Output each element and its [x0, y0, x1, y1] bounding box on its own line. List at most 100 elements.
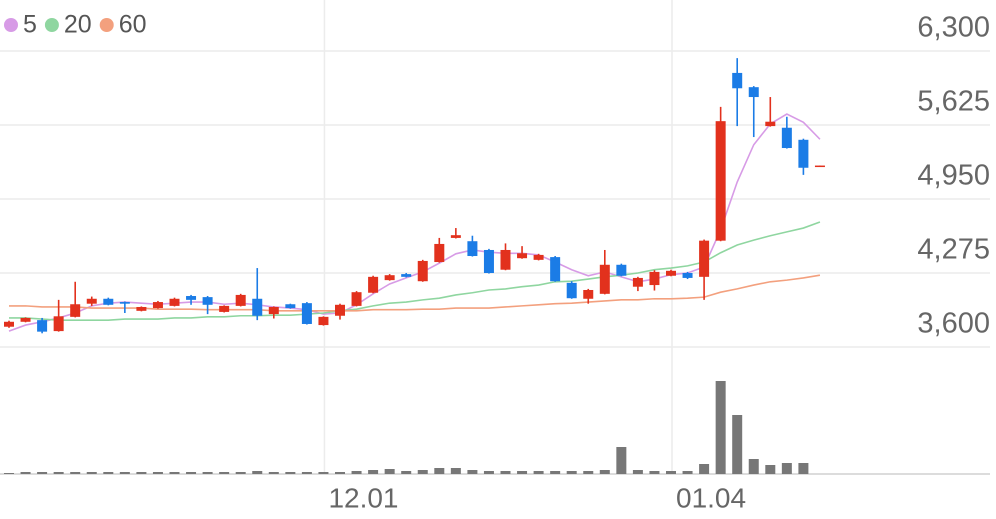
volume-bar	[219, 472, 230, 474]
candle-body	[583, 289, 594, 299]
candle-body	[765, 121, 776, 127]
volume-bar	[103, 472, 114, 474]
volume-bar	[136, 472, 147, 474]
x-tick-label: 01.04	[676, 482, 746, 513]
volume-bar	[384, 469, 395, 474]
candle-body	[450, 235, 461, 238]
volume-bar	[715, 381, 726, 474]
volume-bar	[152, 472, 163, 474]
candle-body	[533, 254, 544, 260]
candle-body	[252, 298, 263, 316]
candle-body	[649, 271, 660, 286]
volume-bar	[70, 472, 81, 474]
x-tick-label: 12.01	[328, 482, 398, 513]
moving-average-line	[8, 113, 821, 332]
candle-body	[616, 264, 627, 276]
volume-bar	[285, 472, 296, 474]
candle-body	[86, 298, 97, 304]
candle-body	[335, 304, 345, 316]
volume-bar	[417, 470, 428, 474]
volume-bar	[186, 472, 197, 474]
candle-body	[798, 139, 809, 168]
volume-bar	[351, 471, 362, 474]
y-tick-label: 5,625	[917, 86, 990, 118]
volume-bar	[517, 471, 528, 474]
y-tick-label: 3,600	[917, 308, 990, 340]
candle-body	[401, 274, 412, 277]
candle-body	[37, 320, 48, 332]
candle-body	[152, 302, 163, 309]
candle-body	[186, 296, 197, 300]
candle-body	[235, 294, 246, 306]
volume-bar	[632, 470, 643, 474]
candle-body	[500, 249, 511, 270]
y-tick-label: 4,275	[917, 234, 990, 266]
volume-bar	[4, 473, 14, 474]
volume-bar	[53, 472, 64, 474]
volume-bar	[86, 472, 97, 474]
volume-bar	[583, 471, 594, 474]
volume-bar	[616, 447, 627, 474]
y-tick-label: 6,300	[917, 12, 990, 44]
volume-bar	[599, 470, 610, 474]
candle-body	[219, 305, 230, 312]
volume-bar	[318, 472, 329, 474]
volume-bar	[450, 468, 461, 474]
volume-bar	[666, 471, 676, 474]
volume-bar	[268, 472, 279, 474]
candle-body	[632, 277, 643, 287]
candle-body	[699, 240, 710, 277]
candle-body	[318, 316, 329, 326]
volume-bar	[202, 472, 213, 474]
candle-body	[566, 282, 577, 299]
candle-body	[351, 292, 362, 306]
volume-bar	[765, 465, 776, 474]
candle-body	[715, 121, 726, 241]
candle-body	[550, 257, 561, 282]
candle-body	[748, 87, 759, 98]
candle-body	[814, 165, 825, 168]
volume-bar	[235, 472, 246, 474]
volume-bar	[748, 459, 759, 474]
volume-bar	[533, 471, 544, 474]
y-tick-label: 4,950	[917, 160, 990, 192]
volume-bar	[550, 471, 561, 474]
moving-average-line	[9, 274, 821, 312]
candle-body	[119, 302, 130, 304]
candle-body	[732, 72, 743, 89]
legend-swatch	[99, 18, 114, 32]
candle-body	[781, 127, 792, 149]
legend-label: 60	[119, 11, 147, 39]
volume-bar	[483, 471, 494, 474]
candle-body	[103, 298, 114, 305]
volume-bar	[20, 472, 31, 474]
candle-body	[268, 306, 279, 315]
candle-body	[368, 276, 379, 293]
candle-body	[682, 273, 693, 278]
volume-bar	[467, 470, 478, 474]
candle-body	[169, 298, 180, 306]
volume-bar	[798, 463, 809, 474]
volume-bar	[682, 471, 693, 474]
candle-body	[517, 253, 528, 259]
candle-body	[20, 317, 31, 322]
moving-average-line	[9, 221, 821, 321]
candle-body	[136, 306, 147, 311]
candle-body	[70, 304, 81, 317]
candle-body	[301, 303, 312, 324]
volume-bar	[119, 472, 130, 474]
candle-body	[666, 270, 676, 276]
candle-body	[467, 241, 478, 257]
candle-body	[417, 260, 428, 282]
candle-body	[434, 243, 445, 263]
volume-bar	[781, 463, 792, 474]
volume-bar	[37, 472, 48, 474]
volume-bar	[252, 471, 263, 474]
volume-bar	[401, 471, 412, 474]
volume-bar	[368, 470, 379, 474]
volume-bar	[169, 472, 180, 474]
volume-bar	[566, 471, 577, 474]
volume-bar	[699, 464, 710, 474]
legend-label: 5	[23, 11, 37, 39]
